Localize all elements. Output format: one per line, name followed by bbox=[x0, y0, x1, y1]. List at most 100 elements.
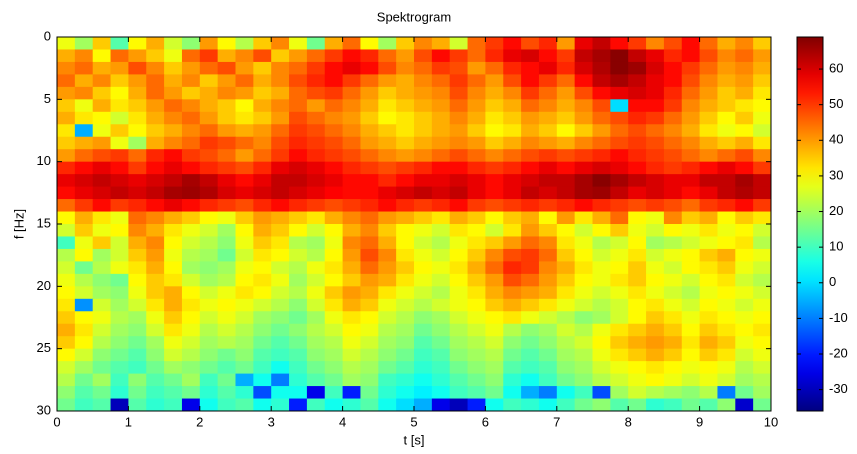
heatmap-cell bbox=[396, 323, 415, 337]
heatmap-cell bbox=[610, 286, 629, 300]
heatmap-cell bbox=[485, 174, 504, 188]
heatmap-cell bbox=[235, 186, 254, 200]
heatmap-cell bbox=[503, 311, 522, 325]
heatmap-cell bbox=[628, 111, 647, 125]
heatmap-cell bbox=[431, 373, 451, 387]
heatmap-cell bbox=[699, 248, 718, 262]
heatmap-cell bbox=[57, 186, 76, 200]
heatmap-cell bbox=[324, 311, 344, 325]
heatmap-cell bbox=[449, 149, 469, 163]
heatmap-cell bbox=[449, 323, 469, 337]
heatmap-cell bbox=[574, 311, 593, 325]
heatmap-cell bbox=[574, 136, 593, 150]
heatmap-cell bbox=[74, 373, 94, 387]
heatmap-cell bbox=[235, 99, 254, 113]
heatmap-cell bbox=[289, 49, 308, 63]
heatmap-cell bbox=[538, 111, 558, 125]
heatmap-cell bbox=[431, 286, 451, 300]
heatmap-cell bbox=[574, 61, 593, 75]
x-tick-label: 1 bbox=[125, 414, 132, 429]
heatmap-cell bbox=[378, 86, 397, 100]
heatmap-cell bbox=[235, 61, 254, 75]
heatmap-cell bbox=[57, 174, 76, 188]
heatmap-cell bbox=[681, 373, 701, 387]
heatmap-cell bbox=[271, 311, 290, 325]
heatmap-cell bbox=[146, 261, 165, 275]
heatmap-cell bbox=[592, 111, 611, 125]
heatmap-cell bbox=[378, 224, 397, 237]
heatmap-cell bbox=[735, 261, 754, 275]
heatmap-cell bbox=[92, 298, 112, 312]
heatmap-cell bbox=[289, 136, 308, 150]
heatmap-cell bbox=[396, 74, 415, 88]
heatmap-cell bbox=[199, 211, 219, 225]
heatmap-cell bbox=[592, 149, 611, 163]
heatmap-cell bbox=[663, 86, 683, 100]
heatmap-cell bbox=[92, 174, 112, 188]
heatmap-cell bbox=[521, 161, 540, 175]
heatmap-cell bbox=[92, 161, 112, 175]
heatmap-cell bbox=[485, 136, 504, 150]
heatmap-cell bbox=[414, 149, 433, 163]
heatmap-cell bbox=[217, 373, 236, 387]
heatmap-cell bbox=[646, 361, 665, 375]
heatmap-cell bbox=[253, 124, 272, 138]
heatmap-cell bbox=[378, 61, 397, 75]
heatmap-cell bbox=[592, 311, 611, 325]
heatmap-cell bbox=[521, 61, 540, 75]
heatmap-cell bbox=[396, 361, 415, 375]
heatmap-cell bbox=[414, 336, 433, 350]
heatmap-cell bbox=[574, 386, 593, 400]
heatmap-cell bbox=[92, 111, 112, 125]
heatmap-cell bbox=[128, 37, 147, 50]
heatmap-cell bbox=[628, 261, 647, 275]
heatmap-cell bbox=[110, 211, 129, 225]
heatmap-cell bbox=[253, 37, 272, 50]
colorbar-tick-label: 10 bbox=[829, 239, 843, 254]
heatmap-cell bbox=[646, 161, 665, 175]
heatmap-cell bbox=[378, 211, 397, 225]
heatmap-cell bbox=[485, 273, 504, 287]
heatmap-cell bbox=[431, 49, 451, 63]
heatmap-cell bbox=[699, 323, 718, 337]
heatmap-cell bbox=[753, 286, 772, 300]
heatmap-cell bbox=[574, 398, 593, 412]
heatmap-cell bbox=[485, 361, 504, 375]
heatmap-cell bbox=[485, 373, 504, 387]
heatmap-cell bbox=[306, 323, 326, 337]
heatmap-cell bbox=[503, 361, 522, 375]
heatmap-cell bbox=[217, 37, 236, 50]
heatmap-cell bbox=[164, 161, 183, 175]
heatmap-cell bbox=[253, 49, 272, 63]
heatmap-cell bbox=[74, 37, 94, 50]
heatmap-cell bbox=[92, 149, 112, 163]
heatmap-cell bbox=[574, 236, 593, 250]
heatmap-cell bbox=[503, 323, 522, 337]
heatmap-cell bbox=[467, 161, 486, 175]
heatmap-cell bbox=[646, 99, 665, 113]
heatmap-cell bbox=[146, 74, 165, 88]
heatmap-cell bbox=[467, 86, 486, 100]
heatmap-cell bbox=[503, 398, 522, 412]
heatmap-cell bbox=[74, 224, 94, 237]
heatmap-cell bbox=[360, 111, 379, 125]
heatmap-cell bbox=[646, 236, 665, 250]
x-tick-label: 8 bbox=[625, 414, 632, 429]
heatmap-cell bbox=[431, 361, 451, 375]
heatmap-cell bbox=[628, 286, 647, 300]
heatmap-cell bbox=[253, 174, 272, 188]
heatmap-cell bbox=[128, 186, 147, 200]
heatmap-cell bbox=[324, 37, 344, 50]
heatmap-cell bbox=[199, 236, 219, 250]
heatmap-cell bbox=[74, 74, 94, 88]
heatmap-cell bbox=[324, 373, 344, 387]
heatmap-cell bbox=[199, 386, 219, 400]
heatmap-cell bbox=[681, 298, 701, 312]
heatmap-cell bbox=[556, 311, 576, 325]
heatmap-cell bbox=[181, 273, 201, 287]
heatmap-cell bbox=[324, 398, 344, 412]
heatmap-cell bbox=[146, 174, 165, 188]
heatmap-cell bbox=[110, 224, 129, 237]
heatmap-cell bbox=[467, 236, 486, 250]
heatmap-cell bbox=[253, 386, 272, 400]
